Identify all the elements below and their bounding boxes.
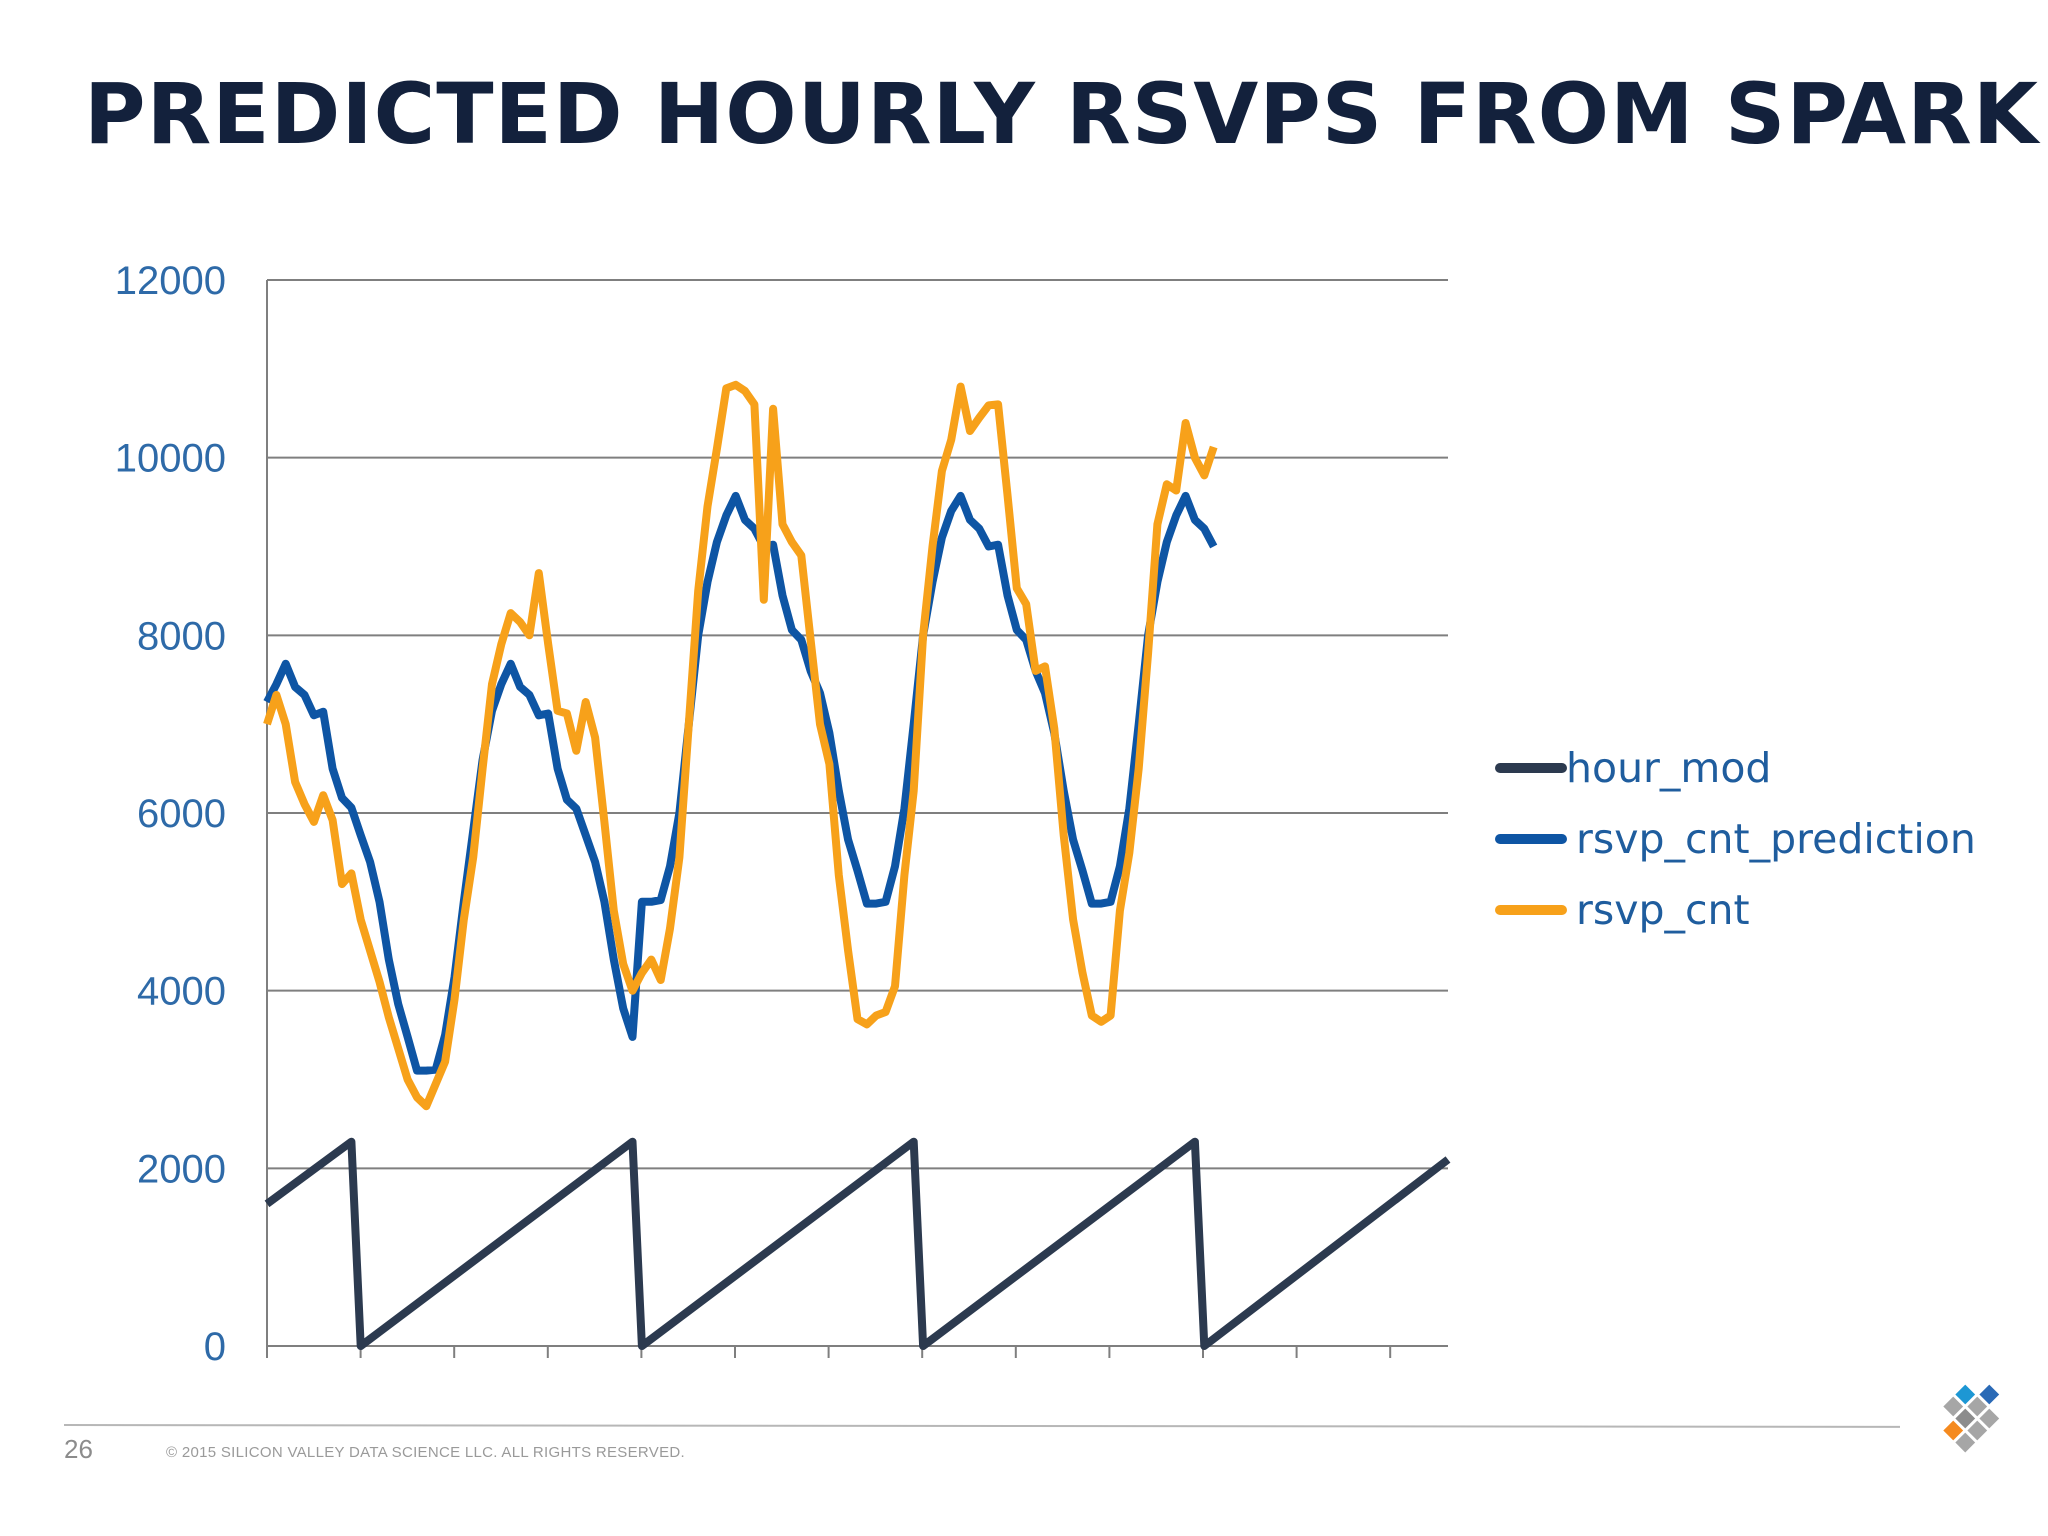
legend-label-hour-mod: hour_mod (1566, 744, 1771, 792)
page-number: 26 (64, 1434, 93, 1464)
y-tick-label: 4000 (137, 970, 226, 1014)
svds-diamond-logo-icon (1943, 1384, 2000, 1453)
y-tick-label: 6000 (137, 792, 226, 836)
series-line-rsvp-cnt (263, 380, 1218, 1111)
page-title: PREDICTED HOURLY RSVPS FROM SPARK (84, 65, 2039, 163)
line-chart: 0 2000 4000 6000 8000 10000 12000 hour_mod rsvp_… (115, 259, 1976, 1369)
legend-label-rsvp-cnt: rsvp_cnt (1576, 886, 1750, 934)
y-tick-label: 0 (204, 1325, 226, 1369)
series-line-hour-mod (264, 1137, 1451, 1350)
legend-label-rsvp-cnt-prediction: rsvp_cnt_prediction (1576, 815, 1976, 863)
y-tick-label: 8000 (137, 614, 226, 658)
y-tick-label: 2000 (137, 1147, 226, 1191)
series-line-rsvp-cnt-prediction (263, 491, 1218, 1075)
y-tick-label: 10000 (115, 437, 226, 481)
copyright-notice: © 2015 SILICON VALLEY DATA SCIENCE LLC. … (166, 1444, 685, 1461)
y-tick-label: 12000 (115, 259, 226, 303)
